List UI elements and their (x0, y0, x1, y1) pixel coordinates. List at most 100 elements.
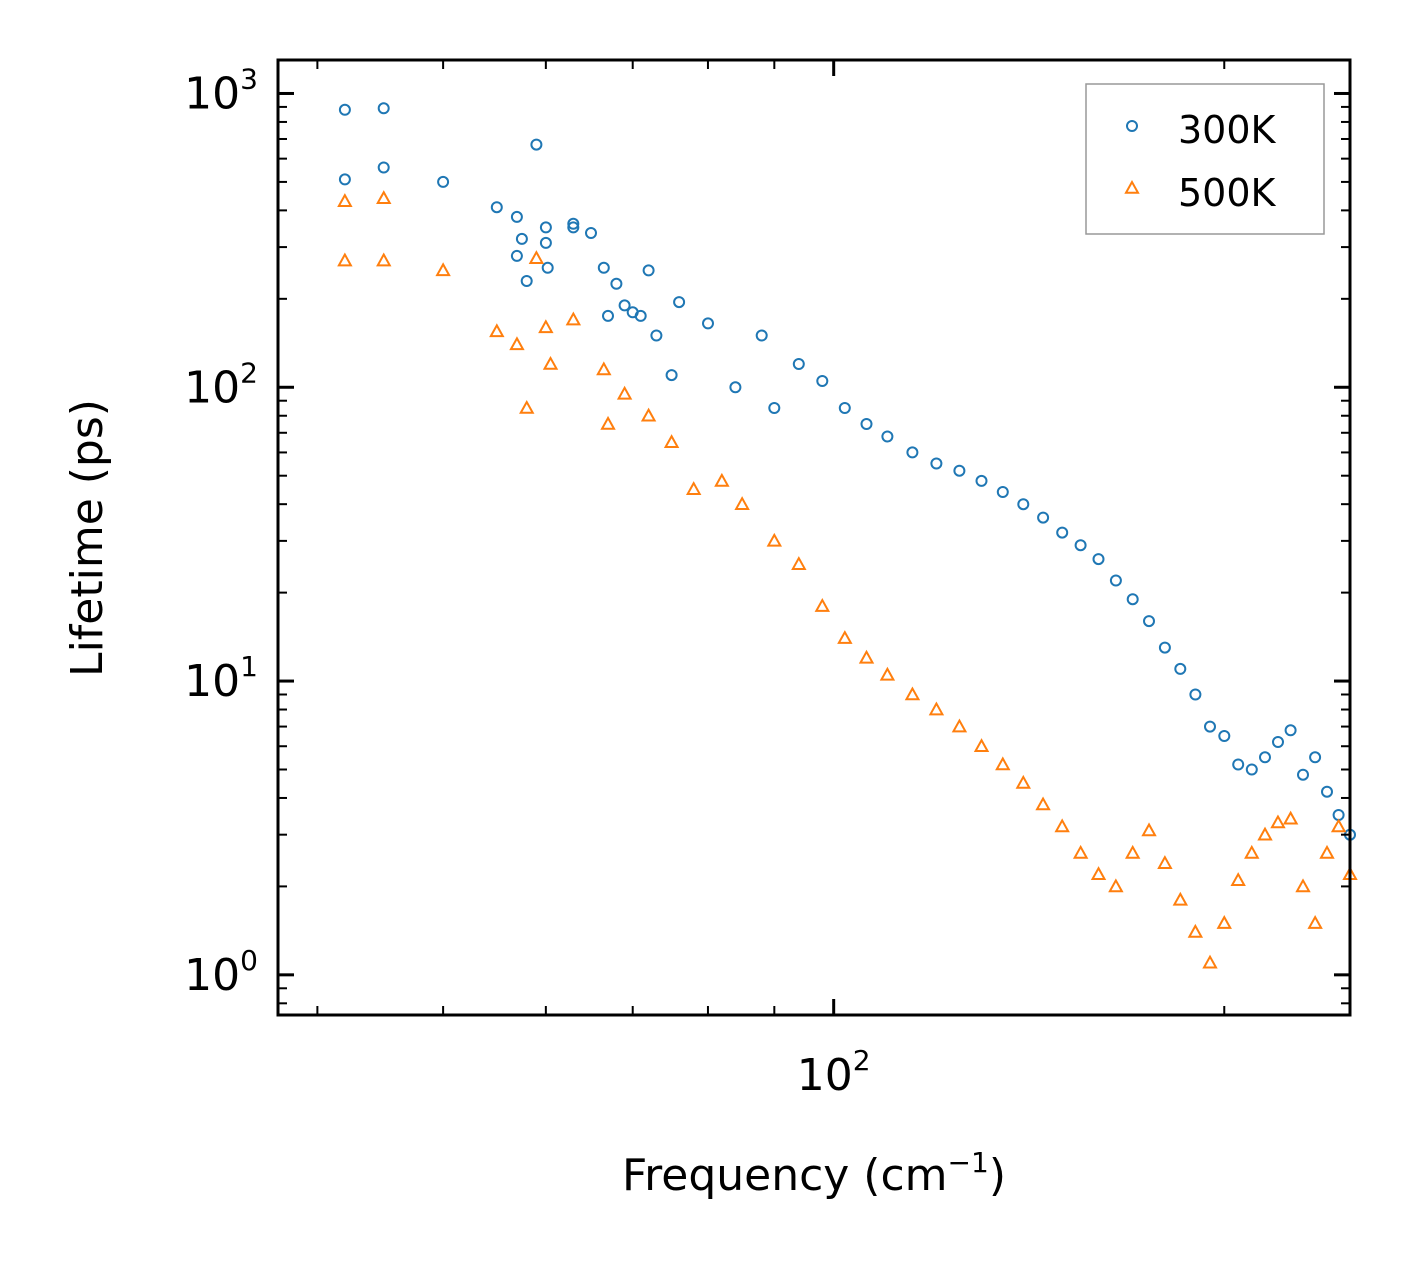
data-point-300k (1056, 526, 1069, 539)
data-point-300k (585, 227, 597, 239)
data-point-300k (490, 201, 503, 214)
major-ticks (278, 60, 1350, 1015)
data-point-500k (1216, 915, 1232, 929)
data-point-500k (1270, 814, 1286, 829)
data-point-500k (1295, 878, 1311, 893)
y-tick-label: 100 (184, 944, 258, 1001)
data-point-500k (663, 434, 680, 449)
data-point-500k (600, 415, 616, 430)
data-point-300k (338, 173, 351, 186)
data-point-300k (755, 329, 768, 342)
data-point-500k (1141, 822, 1157, 837)
data-point-300k (1272, 736, 1284, 748)
data-point-300k (539, 221, 552, 234)
legend: 300K 500K (1085, 83, 1325, 235)
data-point-300k (881, 430, 894, 443)
data-point-500k (1319, 844, 1335, 859)
legend-marker-300k (1126, 120, 1138, 132)
data-point-500k (1157, 855, 1173, 869)
data-point-300k (792, 358, 805, 370)
x-axis-title: Frequency (cm−1) (622, 1146, 1006, 1201)
data-point-300k (1174, 662, 1187, 675)
data-point-300k (1074, 539, 1087, 552)
data-point-300k (1143, 615, 1155, 628)
data-point-500k (685, 481, 702, 495)
data-point-300k (567, 221, 580, 234)
data-point-500k (435, 262, 451, 277)
data-point-300k (1245, 763, 1258, 776)
data-point-500k (519, 399, 535, 414)
x-tick-labels: 102 (797, 1044, 871, 1101)
data-point-500k (596, 361, 612, 376)
data-point-300k (650, 329, 663, 342)
data-point-300k (618, 299, 631, 312)
data-point-500k (337, 252, 353, 267)
x-tick-label: 102 (797, 1044, 871, 1101)
data-point-500k (766, 532, 783, 547)
data-point-300k (1126, 593, 1139, 606)
data-point-500k (1187, 923, 1204, 938)
data-point-300k (665, 369, 678, 382)
data-point-500k (376, 190, 392, 205)
y-tick-label: 103 (184, 62, 258, 119)
data-point-500k (616, 385, 633, 400)
data-point-300k (515, 232, 528, 245)
data-point-500k (1090, 866, 1107, 881)
data-point-300k (510, 249, 523, 262)
data-point-300k (702, 317, 714, 330)
data-point-500k (995, 756, 1011, 771)
y-tick-label: 101 (184, 650, 258, 707)
data-point-500k (837, 630, 853, 644)
data-point-500k (1244, 844, 1260, 859)
legend-triangle-icon (1124, 179, 1140, 194)
data-point-500k (565, 311, 582, 326)
data-point-500k (1108, 878, 1124, 893)
data-point-300k (567, 217, 580, 230)
data-point-500k (734, 496, 750, 510)
legend-label-500k: 500K (1178, 171, 1277, 215)
data-point-300k (1017, 498, 1030, 511)
data-point-300k (838, 402, 851, 414)
x-axis-title-superscript: −1 (948, 1146, 989, 1179)
legend-marker-500k (1124, 179, 1140, 194)
data-point-300k (729, 381, 742, 394)
data-point-300k (906, 446, 919, 459)
data-point-300k (602, 309, 614, 322)
data-point-300k (996, 486, 1009, 498)
data-point-300k (530, 138, 543, 151)
y-tick-labels: 100 101 102 103 (184, 62, 258, 1000)
data-point-500k (1054, 818, 1070, 833)
data-point-500k (509, 336, 525, 351)
data-point-500k (1202, 954, 1218, 969)
data-point-300k (1092, 553, 1105, 566)
data-point-500k (814, 597, 831, 612)
data-point-500k (542, 355, 559, 370)
data-point-300k (597, 261, 610, 274)
plot-frame (276, 58, 1352, 1017)
data-point-300k (1037, 511, 1050, 524)
data-point-500k (1035, 796, 1051, 811)
data-point-300k (377, 161, 390, 174)
legend-frame (1085, 83, 1325, 235)
data-point-500k (1257, 826, 1273, 841)
data-point-300k (1109, 574, 1122, 587)
data-point-500k (489, 323, 505, 338)
data-point-300k (642, 264, 655, 277)
data-point-500k (1124, 844, 1141, 859)
series-300k (338, 102, 1356, 841)
legend-label-300k: 300K (1178, 108, 1277, 152)
data-point-500k (1072, 844, 1089, 859)
data-point-300k (1321, 785, 1333, 798)
data-point-500k (879, 666, 896, 681)
data-point-300k (539, 236, 552, 249)
data-point-500k (640, 407, 657, 422)
data-point-300k (975, 474, 988, 487)
data-point-300k (1189, 688, 1202, 701)
data-point-300k (930, 457, 943, 470)
data-point-300k (634, 309, 647, 322)
y-tick-label: 102 (184, 356, 258, 413)
data-point-500k (528, 250, 545, 264)
data-point-500k (1172, 891, 1189, 906)
data-point-300k (1158, 641, 1171, 654)
